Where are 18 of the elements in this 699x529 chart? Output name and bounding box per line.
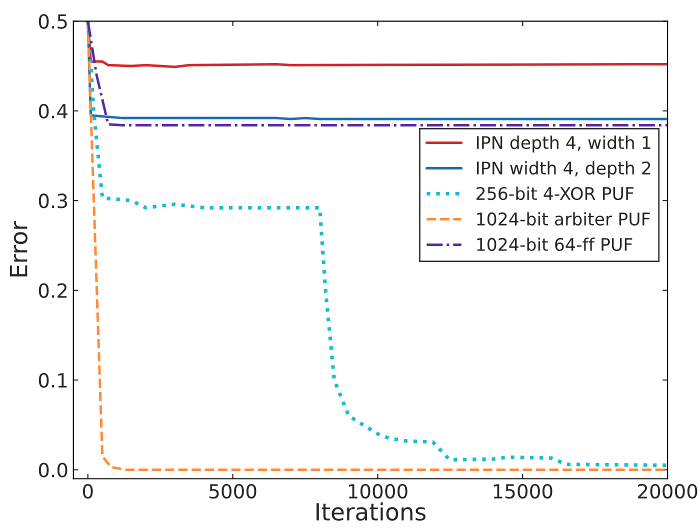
- legend-label: IPN depth 4, width 1: [476, 136, 650, 152]
- y-tick-label: 0.5: [38, 14, 67, 29]
- x-tick-label: 10000: [348, 484, 408, 499]
- legend-label: 1024-bit 64-ff PUF: [477, 238, 632, 252]
- x-tick-label: 20000: [638, 484, 698, 499]
- legend-label: IPN width 4, depth 2: [476, 161, 650, 178]
- y-tick-label: 0.0: [38, 462, 68, 478]
- legend-label: 256-bit 4-XOR PUF: [476, 186, 634, 200]
- y-tick-label: 0.3: [38, 194, 67, 208]
- x-tick-label: 0: [82, 484, 93, 499]
- y-tick-label: 0.4: [38, 104, 68, 119]
- x-tick-label: 5000: [210, 484, 256, 499]
- x-axis-title: Iterations: [316, 502, 426, 521]
- y-tick-label: 0.1: [38, 373, 67, 388]
- x-tick-label: 15000: [494, 484, 552, 499]
- y-axis-title: Error: [10, 221, 28, 276]
- y-tick-label: 0.2: [38, 283, 67, 298]
- legend-label: 1024-bit arbiter PUF: [477, 212, 650, 226]
